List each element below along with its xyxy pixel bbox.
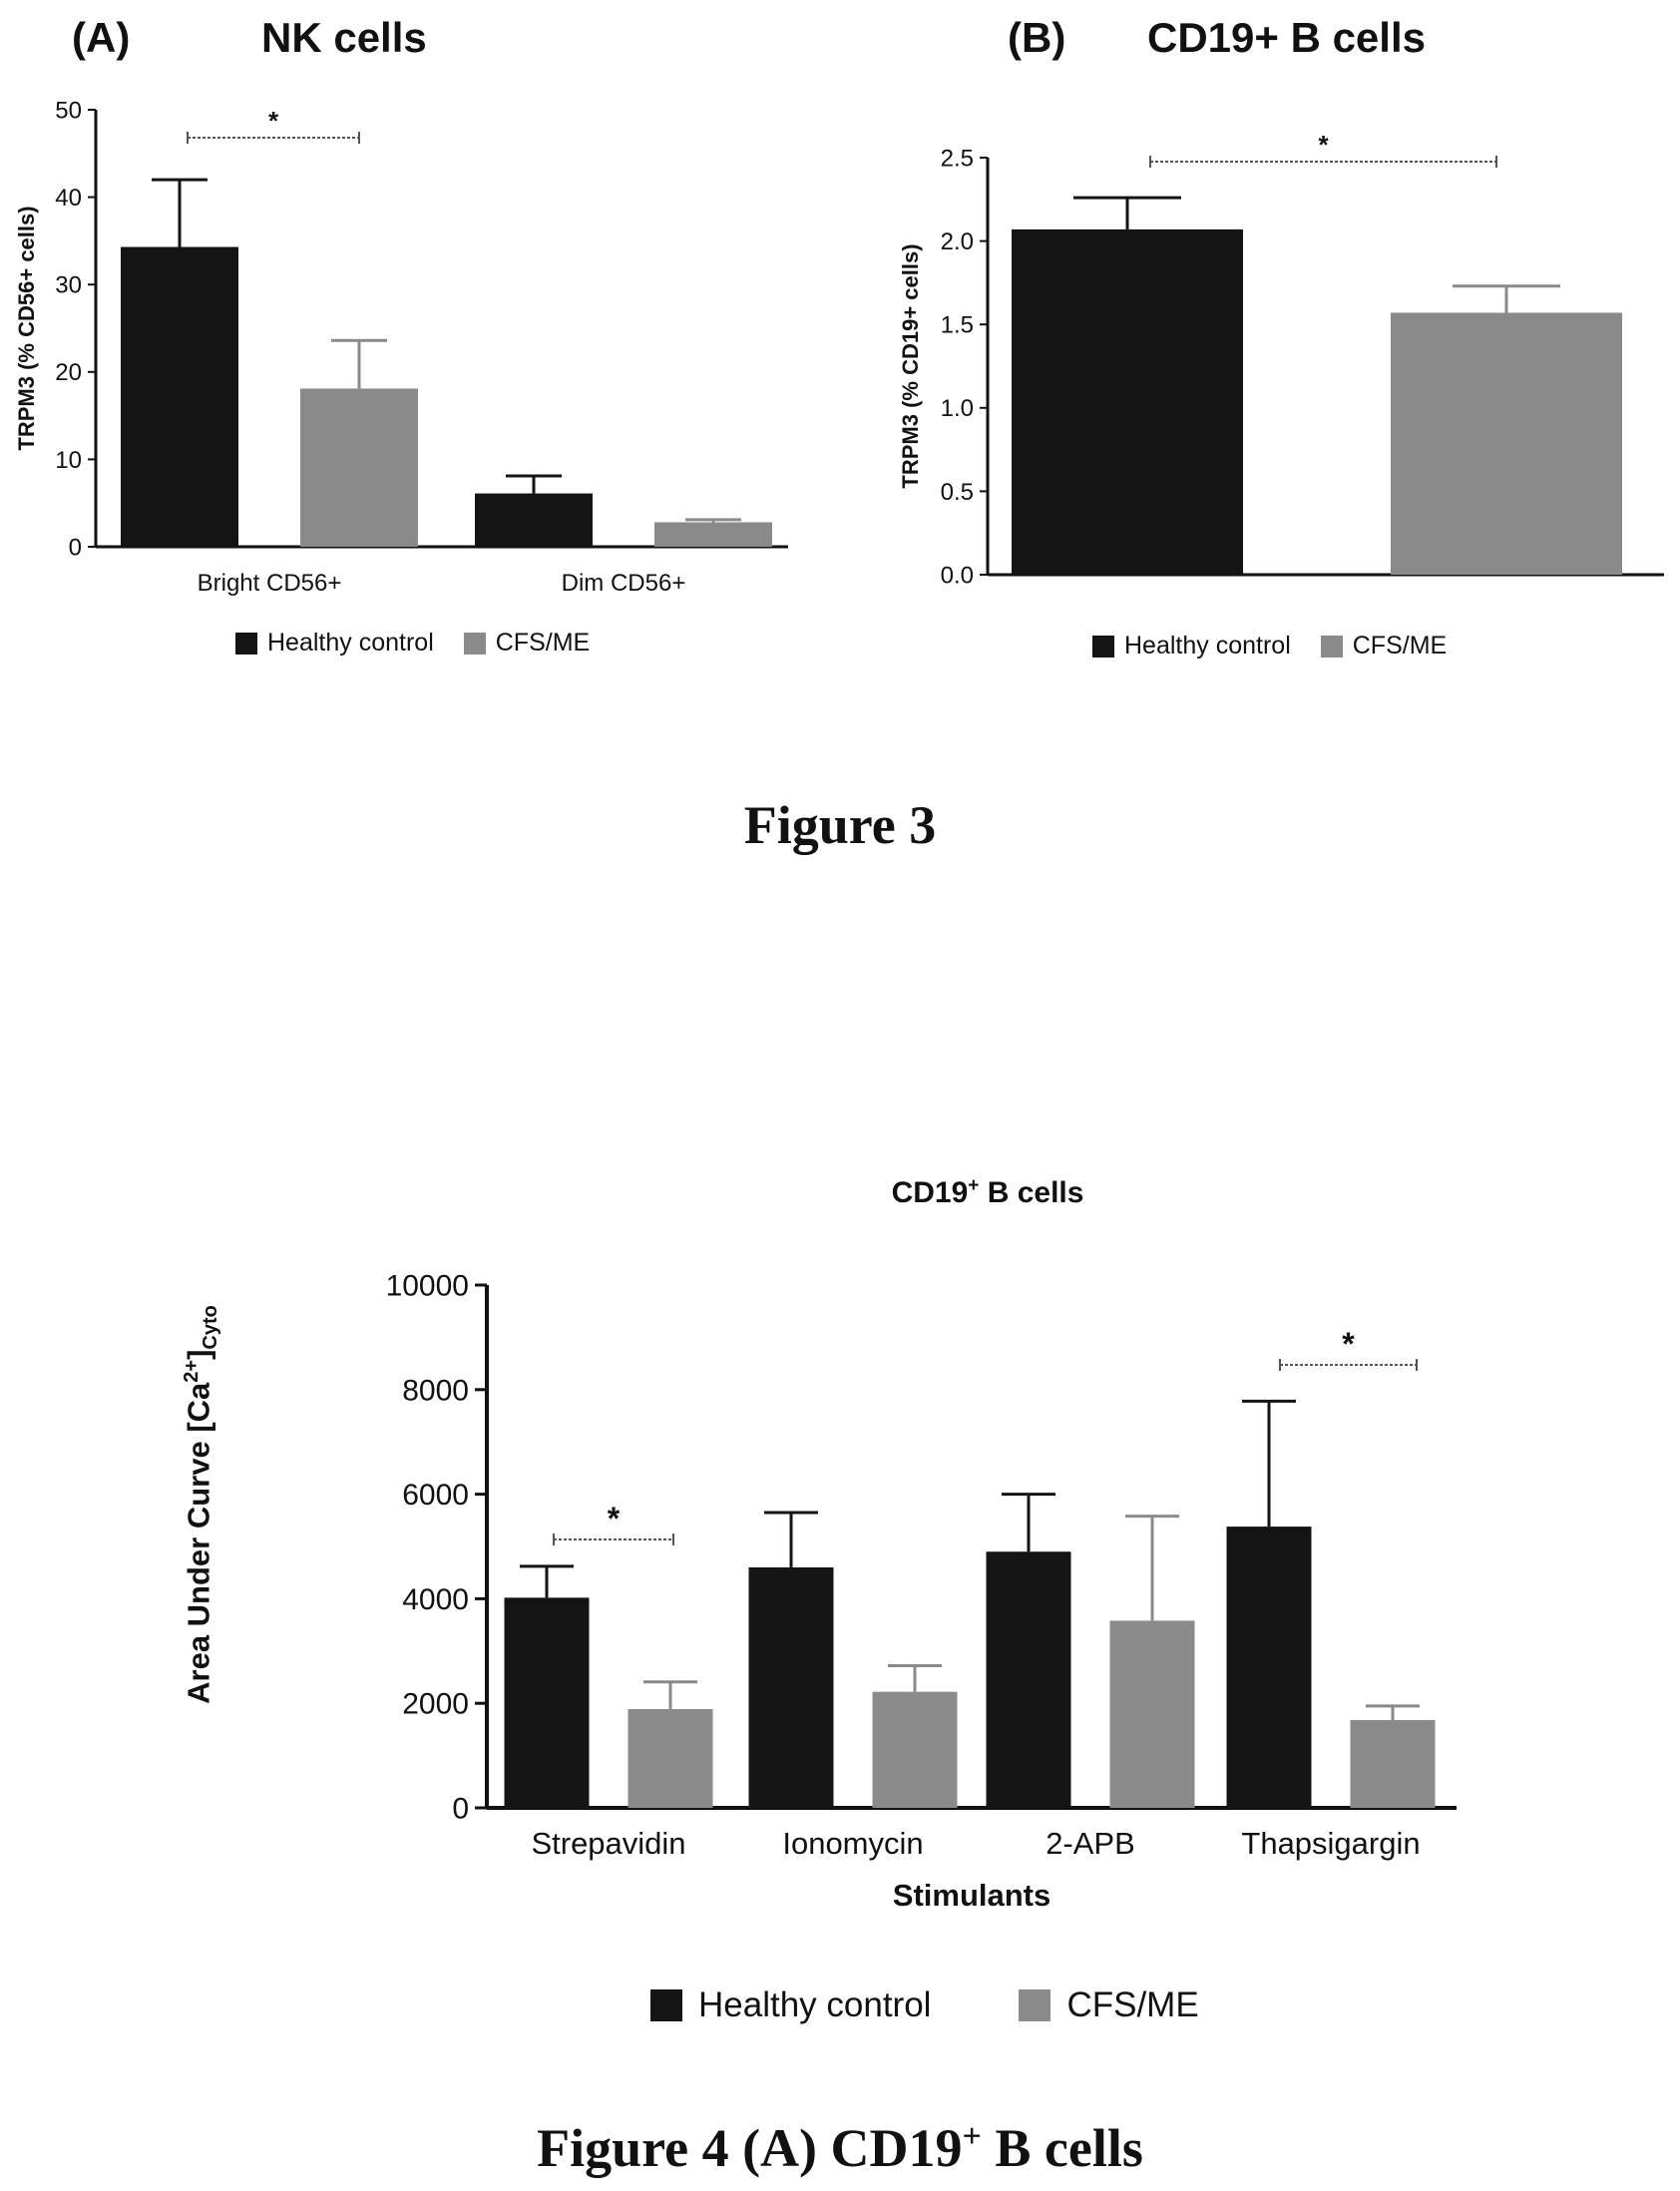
fig3b-legend-cfs-swatch [1320, 635, 1343, 657]
fig3b-legend-healthy-swatch [1092, 635, 1114, 657]
fig4a-y-tick-label: 10000 [386, 1270, 469, 1303]
fig4a-title-sup: + [968, 1175, 980, 1196]
fig3b-panel-letter: (B) [1008, 14, 1066, 61]
fig3a-significance-star: * [268, 106, 279, 136]
fig3a-panel-letter: (A) [72, 14, 131, 61]
fig3b-panel-title: CD19+ B cells [1147, 14, 1426, 61]
fig4a-y-tick-label: 6000 [402, 1479, 469, 1512]
fig4a-bar-healthy [1226, 1527, 1312, 1808]
fig4a-category-label: Strepavidin [531, 1826, 685, 1861]
fig4a-bar-cfs [628, 1708, 713, 1808]
fig3a-legend-healthy: Healthy control [235, 629, 434, 657]
fig3b-legend-cfs-label: CFS/ME [1352, 632, 1448, 659]
fig3a-bar-healthy [475, 493, 593, 547]
fig4a-ylabel-post: ] [181, 1349, 216, 1360]
fig3a-y-tick-label: 30 [55, 272, 82, 299]
fig3a-legend-healthy-label: Healthy control [267, 629, 434, 657]
fig4a-ylabel-sub: Cyto [199, 1305, 221, 1350]
fig3b-y-tick-label: 1.5 [941, 312, 974, 339]
fig3a-legend-healthy-swatch [235, 632, 257, 655]
fig3a-y-tick-label: 50 [55, 97, 82, 124]
fig4a-bar-cfs [1350, 1719, 1436, 1808]
fig4a-legend: Healthy control CFS/ME [650, 1985, 1199, 2025]
fig4a-ylabel-sup: 2+ [181, 1359, 204, 1383]
fig4a-significance-star: * [1342, 1326, 1355, 1362]
figure4-caption-sup: + [962, 2118, 982, 2155]
fig3b-y-tick-label: 0.0 [941, 562, 974, 589]
fig4a-bar-cfs [872, 1691, 958, 1808]
fig3a-y-tick-label: 0 [69, 534, 82, 561]
fig3a-bar-healthy [121, 246, 238, 548]
fig3a-category-label: Bright CD56+ [198, 570, 342, 597]
fig3a-legend-cfs-label: CFS/ME [495, 629, 591, 657]
fig4a-y-tick-label: 4000 [402, 1583, 469, 1616]
fig3b-legend-cfs: CFS/ME [1320, 632, 1448, 660]
fig3a-bar-cfs [300, 388, 418, 547]
fig4a-title-post: B cells [979, 1176, 1084, 1209]
fig3b-y-axis-label: TRPM3 (% CD19+ cells) [898, 243, 923, 488]
fig4a-legend-healthy-swatch [650, 1989, 682, 2021]
fig4a-significance-star: * [608, 1501, 621, 1536]
fig4a-bar-healthy [986, 1551, 1071, 1808]
fig3a-y-tick-label: 20 [55, 359, 82, 386]
fig3a-category-label: Dim CD56+ [562, 570, 686, 597]
fig3b-bar-cfs [1391, 312, 1622, 575]
fig3b-y-tick-label: 0.5 [941, 479, 974, 506]
fig4a-legend-cfs: CFS/ME [1019, 1985, 1199, 2025]
fig4a-ylabel: Area Under Curve [Ca2+]Cyto [181, 1225, 222, 1784]
figure4-caption: Figure 4 (A) CD19+ B cells [0, 2117, 1680, 2179]
fig4a-legend-cfs-swatch [1019, 1989, 1051, 2021]
fig4a-category-label: Ionomycin [782, 1826, 923, 1861]
figure4-caption-post: B cells [981, 2118, 1143, 2178]
figure4-caption-pre: Figure 4 (A) CD19 [537, 2118, 963, 2178]
fig4a-bar-cfs [1109, 1620, 1195, 1808]
fig3a-y-axis-label: TRPM3 (% CD56+ cells) [14, 206, 39, 450]
fig3b-legend-healthy-label: Healthy control [1124, 632, 1291, 659]
fig3a-legend: Healthy control CFS/ME [235, 629, 590, 657]
fig3b-legend: Healthy control CFS/ME [1092, 632, 1447, 660]
fig4a-ylabel-pre: Area Under Curve [Ca [181, 1382, 216, 1704]
fig4a-bar-healthy [748, 1566, 834, 1808]
fig4a-title-pre: CD19 [891, 1176, 969, 1209]
fig4a-category-label: Thapsigargin [1241, 1826, 1420, 1861]
fig4a-y-tick-label: 0 [452, 1793, 469, 1826]
fig3b-y-tick-label: 1.0 [941, 395, 974, 422]
fig3b-significance-star: * [1318, 130, 1329, 160]
figure3-caption: Figure 3 [743, 795, 937, 855]
fig3b-y-tick-label: 2.5 [941, 145, 974, 172]
fig4a-y-tick-label: 8000 [402, 1374, 469, 1407]
fig3b-bar-healthy [1012, 228, 1243, 575]
fig3a-legend-cfs-swatch [463, 632, 486, 655]
fig4a-legend-healthy-label: Healthy control [698, 1985, 932, 2024]
fig3a-legend-cfs: CFS/ME [463, 629, 591, 657]
fig3a-y-tick-label: 40 [55, 185, 82, 212]
fig3a-y-tick-label: 10 [55, 447, 82, 474]
fig3b-y-tick-label: 2.0 [941, 228, 974, 255]
fig4a-category-label: 2-APB [1046, 1826, 1135, 1861]
fig4a-legend-healthy: Healthy control [650, 1985, 931, 2025]
fig3a-panel-title: NK cells [261, 14, 427, 61]
fig4a-y-tick-label: 2000 [402, 1688, 469, 1721]
fig4a-chart-title: CD19+ B cells [768, 1175, 1207, 1210]
fig3a-bar-cfs [654, 522, 772, 547]
fig4a-legend-cfs-label: CFS/ME [1066, 1985, 1199, 2024]
fig4a-x-axis-label: Stimulants [893, 1878, 1050, 1913]
fig4a-bar-healthy [504, 1597, 590, 1808]
fig3b-legend-healthy: Healthy control [1092, 632, 1291, 660]
